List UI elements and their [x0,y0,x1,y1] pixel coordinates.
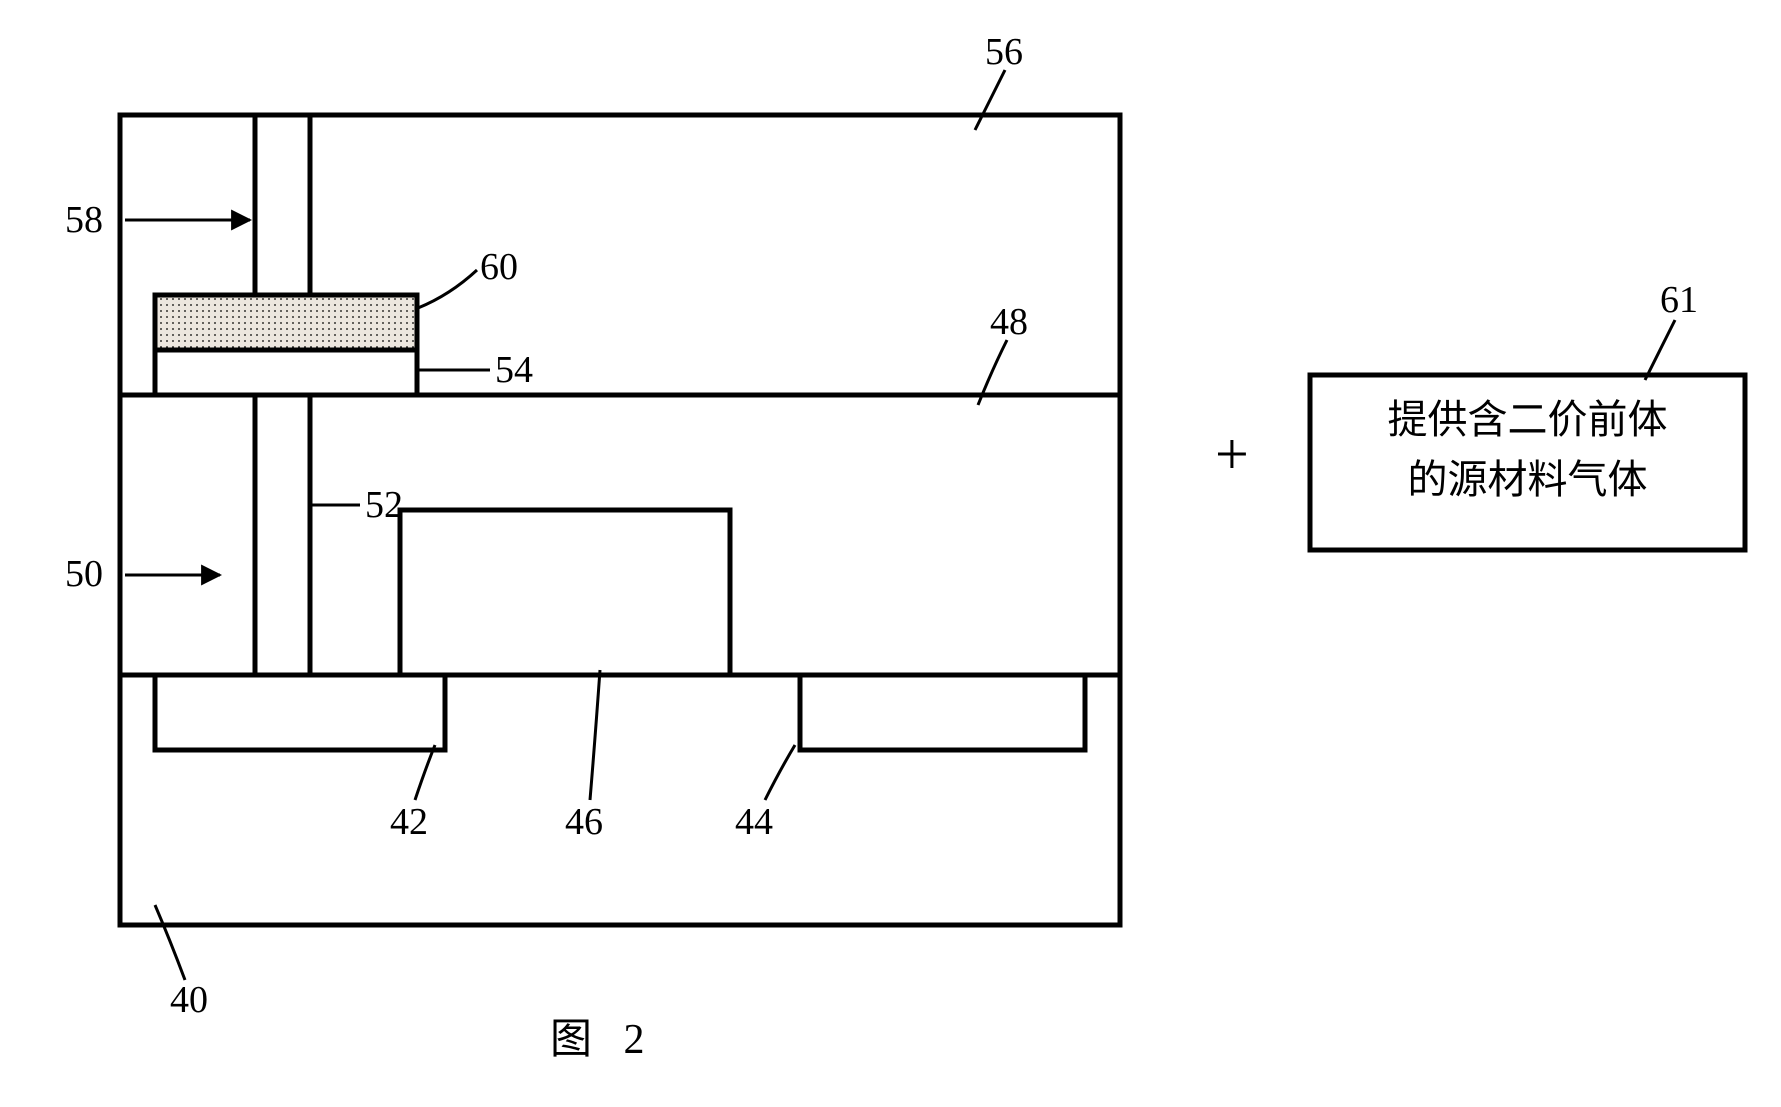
label-58: 58 [65,198,103,242]
label-50: 50 [65,552,103,596]
diagram-svg [20,20,1781,1087]
caption-prefix: 图 [550,1017,592,1063]
label-46: 46 [565,800,603,844]
label-60: 60 [480,245,518,289]
label-42: 42 [390,800,428,844]
textbox-line1: 提供含二价前体 [1310,390,1745,450]
figure-caption: 图 2 [550,1005,645,1066]
textbox-line2: 的源材料气体 [1310,450,1745,510]
figure-canvas: 56 58 60 54 48 50 52 42 46 44 40 61 + 提供… [20,20,1781,1087]
label-48: 48 [990,300,1028,344]
label-40: 40 [170,978,208,1022]
textbox-61-content: 提供含二价前体 的源材料气体 [1310,390,1745,510]
label-56: 56 [985,30,1023,74]
label-54: 54 [495,348,533,392]
label-52: 52 [365,483,403,527]
plus-symbol: + [1215,420,1249,489]
label-44: 44 [735,800,773,844]
caption-number: 2 [624,1017,645,1063]
label-61: 61 [1660,278,1698,322]
